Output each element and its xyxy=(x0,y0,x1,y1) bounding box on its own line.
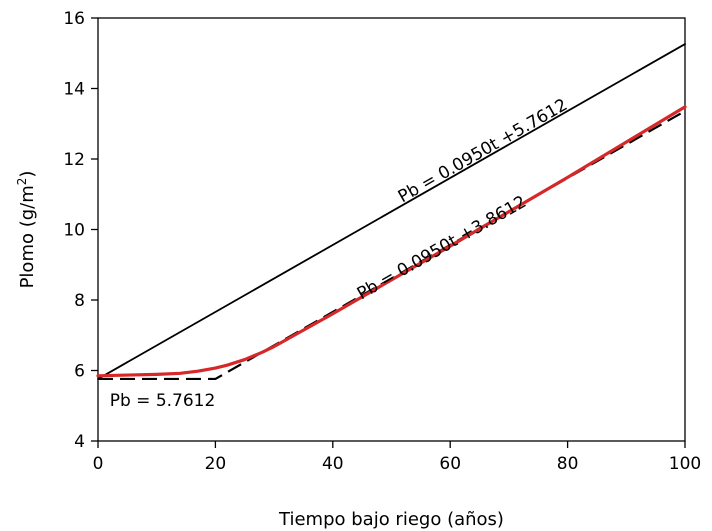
plot-frame xyxy=(97,17,686,442)
y-tick-label: 4 xyxy=(74,432,85,452)
x-tick-label: 100 xyxy=(669,454,701,474)
y-tick-label: 8 xyxy=(74,291,85,311)
y-tick-label: 10 xyxy=(63,221,85,241)
y-tick-label: 16 xyxy=(63,9,85,29)
series-line-3 xyxy=(96,105,687,378)
y-tick-label: 6 xyxy=(74,362,85,382)
x-tick-label: 40 xyxy=(322,454,344,474)
x-tick-label: 20 xyxy=(205,454,227,474)
x-tick-label: 0 xyxy=(93,454,104,474)
annotation-3: Pb = 5.7612 xyxy=(110,391,216,411)
series-line-2 xyxy=(98,110,686,381)
y-tick-label: 14 xyxy=(63,80,85,100)
annotation-2: Pb = 0.0950t +3.8612 xyxy=(354,192,530,304)
series-line-1 xyxy=(97,43,686,380)
x-tick-label: 80 xyxy=(557,454,579,474)
x-tick-label: 60 xyxy=(439,454,461,474)
y-tick-label: 12 xyxy=(63,150,85,170)
x-axis-title: Tiempo bajo riego (años) xyxy=(278,509,504,530)
y-axis-title: Plomo (g/m2) xyxy=(15,171,38,289)
